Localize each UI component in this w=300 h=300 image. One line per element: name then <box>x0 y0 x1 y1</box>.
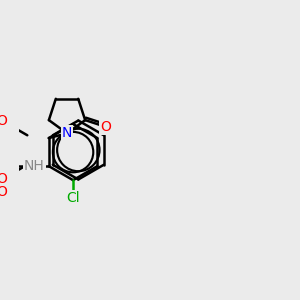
Text: O: O <box>100 120 111 134</box>
Text: N: N <box>62 126 72 140</box>
Text: Cl: Cl <box>66 191 80 206</box>
Text: O: O <box>0 172 7 187</box>
Text: O: O <box>0 185 7 199</box>
Text: NH: NH <box>24 159 45 172</box>
Text: O: O <box>0 113 7 128</box>
